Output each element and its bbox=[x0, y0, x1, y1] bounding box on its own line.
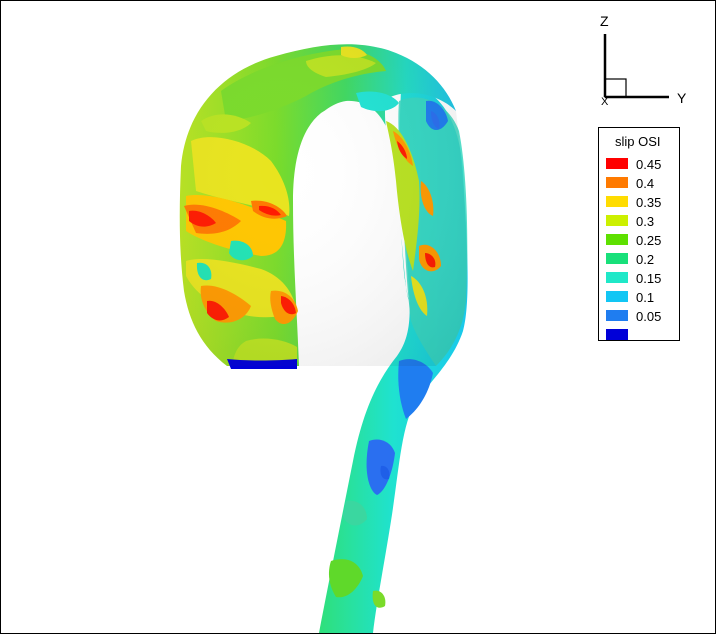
surface-shading bbox=[179, 44, 467, 366]
legend-entry: 0.3 bbox=[606, 214, 678, 234]
legend-swatch bbox=[606, 177, 628, 188]
legend-swatch bbox=[606, 215, 628, 226]
legend-value: 0.45 bbox=[636, 157, 662, 172]
legend-value: 0.2 bbox=[636, 252, 655, 267]
axis-triad: Z Y X bbox=[600, 13, 687, 108]
legend-swatch bbox=[606, 291, 628, 302]
legend-value: 0.35 bbox=[636, 195, 662, 210]
legend-entry: 0.25 bbox=[606, 233, 678, 253]
legend-value: 0.05 bbox=[636, 309, 662, 324]
legend-value: 0.1 bbox=[636, 290, 655, 305]
legend-swatch bbox=[606, 158, 628, 169]
descending-pattern bbox=[328, 359, 433, 608]
legend-entry: 0.45 bbox=[606, 157, 678, 177]
legend-entry: 0.05 bbox=[606, 309, 678, 329]
legend-swatch bbox=[606, 196, 628, 207]
legend-swatch bbox=[606, 310, 628, 321]
legend-entry bbox=[606, 329, 678, 348]
legend-title: slip OSI bbox=[615, 134, 661, 149]
legend-swatch bbox=[606, 253, 628, 264]
legend-entry: 0.35 bbox=[606, 195, 678, 215]
legend-swatch bbox=[606, 272, 628, 283]
legend-entry: 0.1 bbox=[606, 290, 678, 310]
color-legend: slip OSI 0.45 0.4 0.35 0.3 0.25 0.2 0.15 0.1 0.0… bbox=[598, 127, 680, 341]
legend-entry: 0.2 bbox=[606, 252, 678, 272]
legend-entry: 0.4 bbox=[606, 176, 678, 196]
legend-entry: 0.15 bbox=[606, 271, 678, 291]
z-axis-label: Z bbox=[600, 13, 609, 29]
y-axis-label: Y bbox=[677, 90, 687, 106]
legend-value: 0.3 bbox=[636, 214, 655, 229]
legend-swatch bbox=[606, 234, 628, 245]
legend-value: 0.25 bbox=[636, 233, 662, 248]
legend-swatch bbox=[606, 329, 628, 340]
x-axis-label: X bbox=[601, 96, 609, 108]
legend-value: 0.15 bbox=[636, 271, 662, 286]
legend-value: 0.4 bbox=[636, 176, 655, 191]
